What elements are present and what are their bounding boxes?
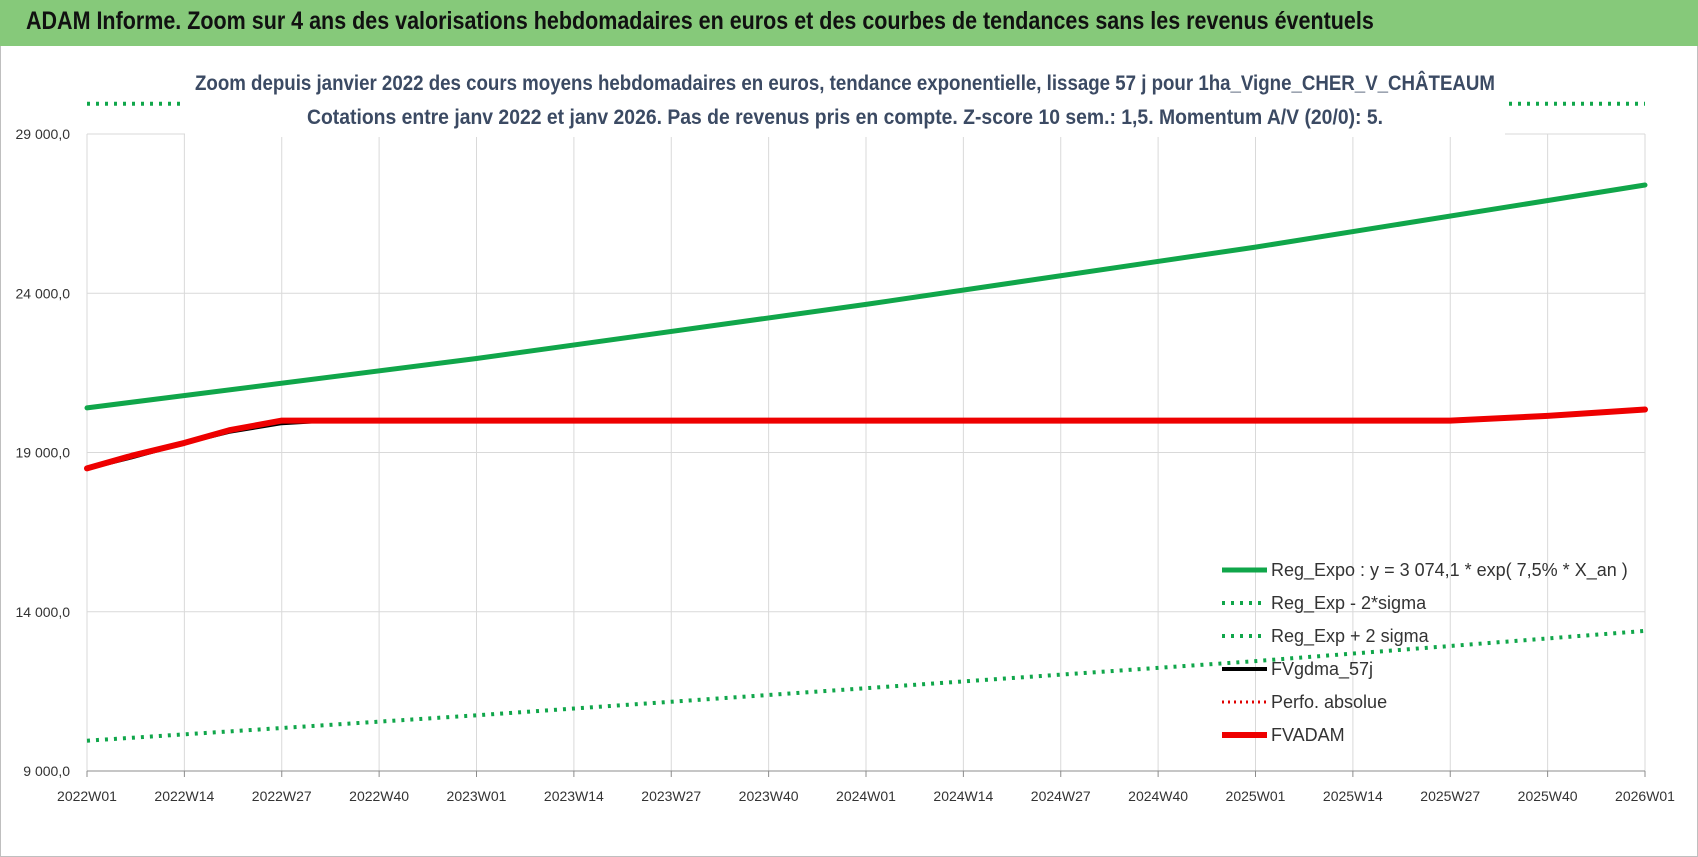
x-tick-label: 2025W01 — [1226, 788, 1286, 804]
axis-layer: 9 000,0 14 000,0 19 000,0 24 000,0 29 000,0 2… — [16, 126, 1676, 804]
x-tick-label: 2024W14 — [933, 788, 993, 804]
legend-label-5: Perfo. absolue — [1271, 692, 1387, 712]
legend-label-1: Reg_Expo : y = 3 074,1 * exp( 7,5% * X_a… — [1271, 560, 1628, 581]
x-tick-label: 2024W01 — [836, 788, 896, 804]
x-tick-label: 2023W40 — [739, 788, 799, 804]
x-tick-label: 2022W14 — [154, 788, 214, 804]
legend-label-3: Reg_Exp + 2 sigma — [1271, 626, 1430, 647]
y-tick-label: 24 000,0 — [16, 285, 71, 301]
y-tick-label: 14 000,0 — [16, 604, 71, 620]
x-tick-label: 2022W01 — [57, 788, 117, 804]
x-tick-label: 2023W14 — [544, 788, 604, 804]
x-tick-label: 2025W14 — [1323, 788, 1383, 804]
legend-label-4: FVgdma_57j — [1271, 659, 1373, 680]
x-tick-label: 2022W27 — [252, 788, 312, 804]
chart-title-background — [185, 63, 1505, 137]
chart-title-line-1: Zoom depuis janvier 2022 des cours moyen… — [195, 71, 1495, 95]
x-tick-label: 2025W27 — [1420, 788, 1480, 804]
legend-label-2: Reg_Exp - 2*sigma — [1271, 593, 1427, 614]
x-tick-label: 2024W40 — [1128, 788, 1188, 804]
legend-label-6: FVADAM — [1271, 725, 1345, 745]
x-tick-label: 2025W40 — [1518, 788, 1578, 804]
y-tick-label: 29 000,0 — [16, 126, 71, 142]
x-tick-label: 2022W40 — [349, 788, 409, 804]
y-tick-label: 19 000,0 — [16, 445, 71, 461]
legend: Reg_Expo : y = 3 074,1 * exp( 7,5% * X_a… — [1222, 560, 1628, 745]
chart-title-line-2: Cotations entre janv 2022 et janv 2026. … — [307, 106, 1383, 129]
series-line-1 — [84, 182, 1648, 411]
x-tick-label: 2023W27 — [641, 788, 701, 804]
y-tick-label: 9 000,0 — [23, 763, 70, 779]
series-line-6 — [84, 406, 1648, 472]
banner-title: ADAM Informe. Zoom sur 4 ans des valoris… — [26, 7, 1374, 35]
x-tick-label: 2024W27 — [1031, 788, 1091, 804]
chart-title-group: Zoom depuis janvier 2022 des cours moyen… — [185, 63, 1505, 137]
header-banner: ADAM Informe. Zoom sur 4 ans des valoris… — [0, 0, 1698, 46]
x-tick-label: 2026W01 — [1615, 788, 1675, 804]
x-tick-label: 2023W01 — [447, 788, 507, 804]
